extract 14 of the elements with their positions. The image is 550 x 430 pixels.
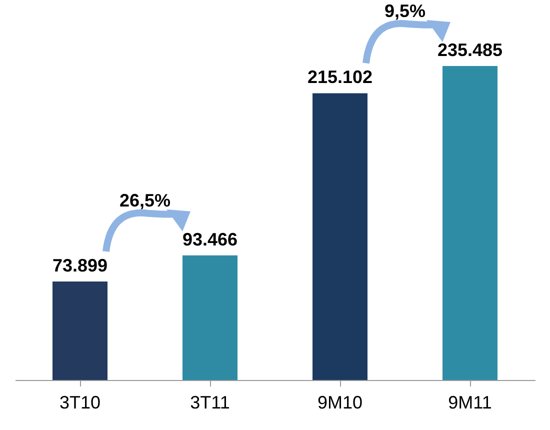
data-label: 235.485 xyxy=(437,40,503,60)
annotation: 26,5% xyxy=(119,190,171,210)
bar xyxy=(182,255,238,380)
data-label: 215.102 xyxy=(307,67,373,88)
x-tick-label: 9M11 xyxy=(448,392,492,412)
bar xyxy=(442,66,498,380)
bar xyxy=(312,93,368,380)
x-tick-label: 3T11 xyxy=(190,392,230,412)
data-label: 93.466 xyxy=(182,229,238,250)
x-tick-label: 3T10 xyxy=(59,392,101,412)
text: 9,5% xyxy=(384,1,426,22)
x-tick-label: 9M10 xyxy=(317,392,363,412)
bar xyxy=(52,281,108,380)
data-label: 73.899 xyxy=(52,255,108,276)
